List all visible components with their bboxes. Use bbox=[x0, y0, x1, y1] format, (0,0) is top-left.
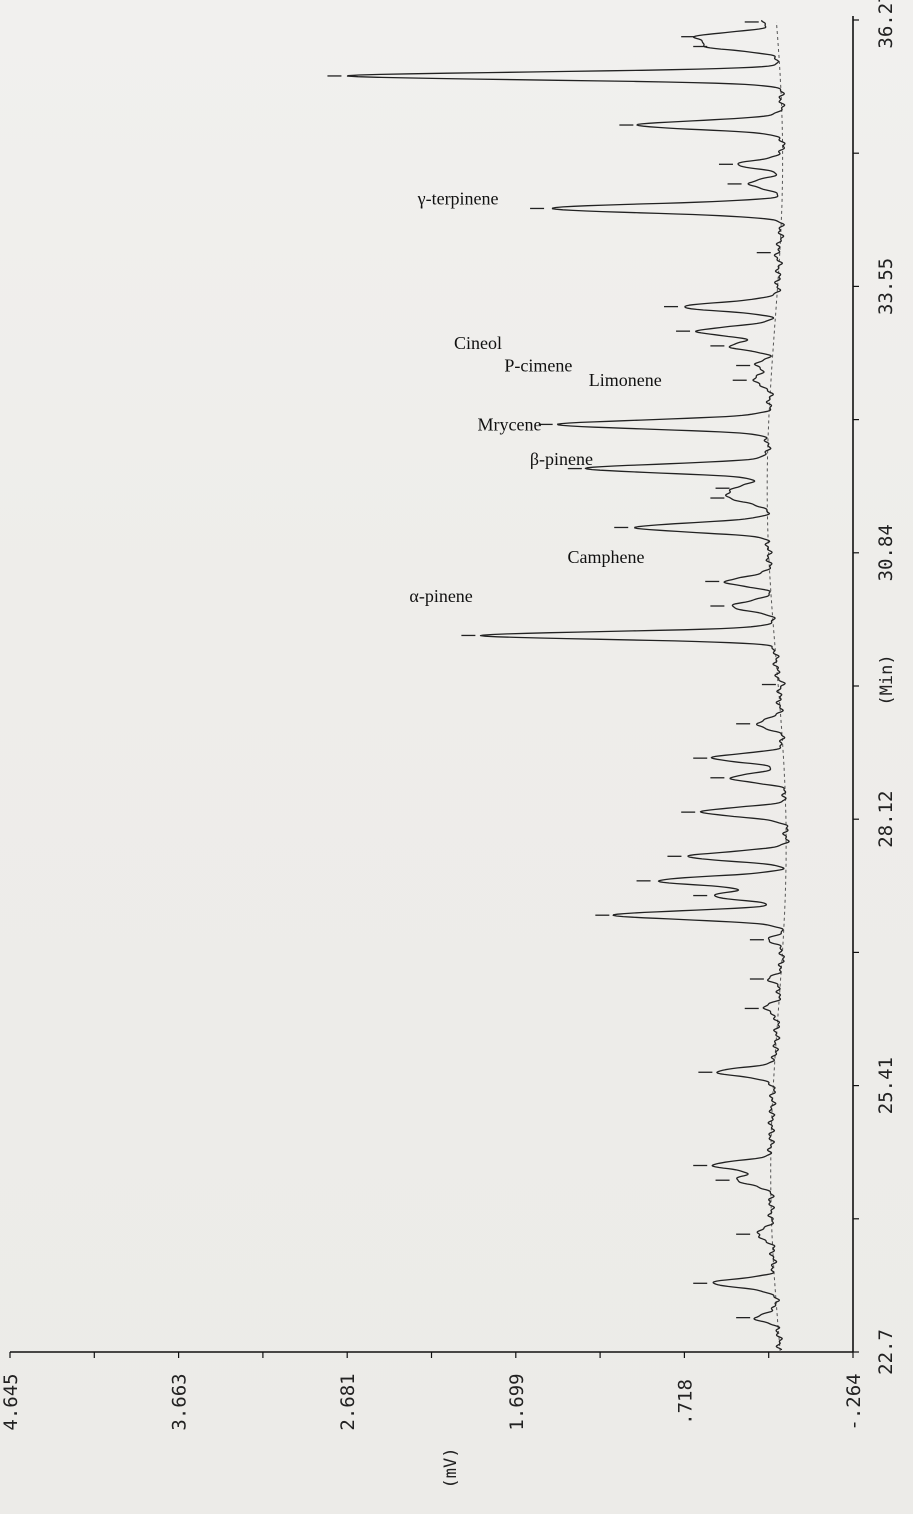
x-tick-label: 36.27 bbox=[875, 0, 897, 49]
peak-label: β-pinene bbox=[530, 449, 593, 469]
y-tick-label: 1.699 bbox=[506, 1373, 528, 1430]
x-tick-label: 28.12 bbox=[875, 791, 897, 848]
peak-markers bbox=[327, 21, 776, 1319]
peak-label: Mrycene bbox=[478, 414, 542, 434]
time-axis-ticks: 22.7 25.41 28.12 30.84 33.55 36.27 bbox=[853, 0, 897, 1375]
y-tick-label: -.264 bbox=[843, 1373, 865, 1430]
y-axis-label: (mV) bbox=[441, 1448, 461, 1489]
peak-label: P-cimene bbox=[504, 356, 572, 376]
peak-annotations: α-pinene Camphene β-pinene Mrycene Limonene P… bbox=[409, 189, 661, 607]
x-axis-label: (Min) bbox=[877, 654, 897, 705]
x-tick-label: 25.41 bbox=[875, 1057, 897, 1114]
y-tick-label: .718 bbox=[674, 1379, 696, 1425]
peak-label: Cineol bbox=[454, 333, 502, 353]
baseline-trace bbox=[766, 21, 787, 1353]
signal-axis-ticks: -.264 .718 1.699 2.681 3.663 4.645 bbox=[0, 1352, 865, 1431]
y-tick-label: 2.681 bbox=[337, 1373, 359, 1430]
x-tick-label: 30.84 bbox=[875, 524, 897, 581]
signal-line bbox=[346, 19, 790, 1351]
baseline-line bbox=[766, 21, 787, 1353]
peak-label: Limonene bbox=[589, 370, 662, 390]
y-tick-label: 3.663 bbox=[169, 1373, 191, 1430]
peak-label: α-pinene bbox=[409, 586, 472, 606]
y-tick-label: 4.645 bbox=[0, 1373, 22, 1430]
x-tick-label: 22.7 bbox=[875, 1329, 897, 1375]
chromatogram-trace bbox=[346, 19, 790, 1351]
peak-label: Camphene bbox=[568, 547, 645, 567]
x-tick-label: 33.55 bbox=[875, 258, 897, 315]
peak-label: γ-terpinene bbox=[417, 189, 499, 209]
